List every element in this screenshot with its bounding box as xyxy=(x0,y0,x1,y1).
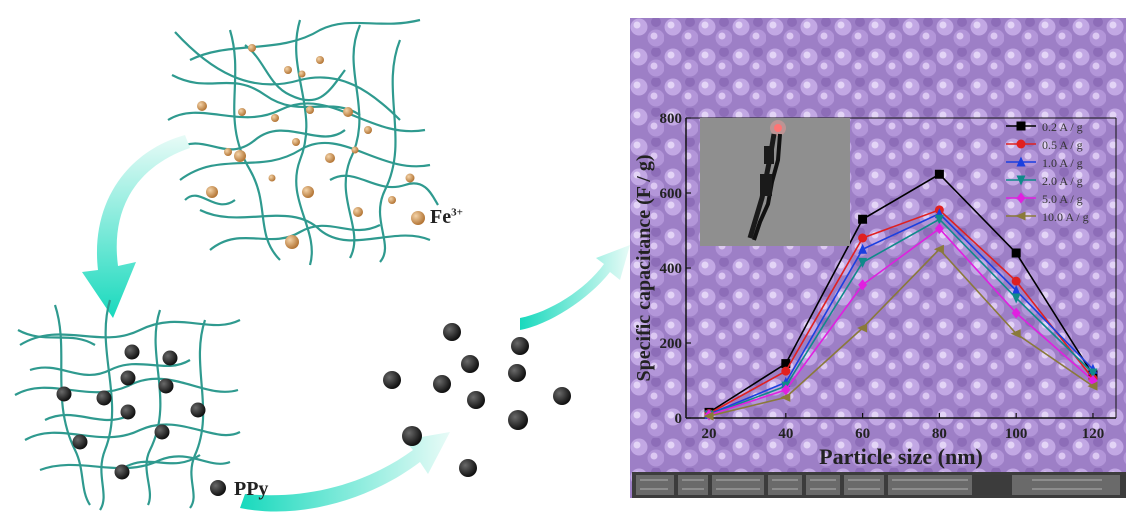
x-tick-label: 120 xyxy=(1082,426,1105,442)
ppy-particles-free xyxy=(383,323,571,477)
series-line xyxy=(708,248,1094,417)
legend-label: 10.0 A / g xyxy=(1042,210,1089,224)
y-tick-label: 200 xyxy=(660,336,683,352)
legend-label: 1.0 A / g xyxy=(1042,156,1083,170)
sem-info-bar-graphic xyxy=(632,472,1126,498)
data-point xyxy=(934,214,944,225)
data-point xyxy=(858,214,868,224)
data-point xyxy=(934,223,944,235)
y-axis-label: Specific capacitance (F / g) xyxy=(633,155,655,382)
series-line xyxy=(708,212,1094,415)
data-point xyxy=(1010,329,1021,339)
data-point xyxy=(858,233,868,243)
ppy-legend-marker xyxy=(210,480,226,496)
x-tick-label: 40 xyxy=(778,426,793,442)
fiber-network-top xyxy=(167,18,439,266)
data-point xyxy=(1088,368,1098,379)
series-line xyxy=(708,218,1094,416)
series-line xyxy=(708,227,1094,416)
data-point xyxy=(1088,375,1098,386)
series-line xyxy=(708,173,1094,414)
device-photo-icon xyxy=(700,118,850,246)
ppy-particles-in-network xyxy=(56,344,206,480)
fiber-network-bottom xyxy=(14,299,241,511)
data-point xyxy=(703,411,714,421)
fe-legend-marker xyxy=(411,211,425,225)
legend-label: 2.0 A / g xyxy=(1042,174,1083,188)
data-point xyxy=(781,359,791,369)
legend-marker xyxy=(1016,139,1026,149)
y-tick-label: 600 xyxy=(660,186,683,202)
sem-info-bar xyxy=(632,472,1126,498)
data-point xyxy=(858,279,868,291)
legend-label: 5.0 A / g xyxy=(1042,192,1083,206)
y-tick-label: 0 xyxy=(675,411,683,427)
data-point xyxy=(858,257,868,268)
legend-marker xyxy=(1016,192,1026,204)
legend-marker xyxy=(1016,121,1026,131)
fe-ion-label: Fe3+ xyxy=(430,206,463,228)
data-point xyxy=(1011,307,1021,319)
data-point xyxy=(933,244,944,254)
data-point xyxy=(857,323,868,333)
data-point xyxy=(1087,381,1098,391)
x-tick-label: 100 xyxy=(1005,426,1028,442)
data-point xyxy=(781,384,791,396)
x-tick-label: 80 xyxy=(932,426,947,442)
y-tick-label: 400 xyxy=(660,261,683,277)
data-point xyxy=(1011,276,1021,286)
x-tick-label: 20 xyxy=(702,426,717,442)
data-point xyxy=(1011,285,1021,295)
device-photo-inset xyxy=(700,118,850,246)
legend-marker xyxy=(1016,175,1026,186)
x-tick-label: 60 xyxy=(855,426,870,442)
series-line xyxy=(708,208,1094,415)
arrow-down xyxy=(82,135,190,318)
data-point xyxy=(858,243,868,254)
legend-marker xyxy=(1015,211,1026,221)
data-point xyxy=(1011,293,1021,304)
fe-ions xyxy=(197,44,415,249)
y-tick-label: 800 xyxy=(660,111,683,127)
data-point xyxy=(934,169,944,179)
x-axis-label: Particle size (nm) xyxy=(819,444,983,469)
legend-label: 0.2 A / g xyxy=(1042,120,1083,134)
legend-marker xyxy=(1016,156,1026,167)
data-point xyxy=(1011,248,1021,258)
legend-label: 0.5 A / g xyxy=(1042,138,1083,152)
data-point xyxy=(780,392,791,402)
arrow-right xyxy=(240,432,450,512)
ppy-label: PPy xyxy=(234,478,269,500)
data-point xyxy=(781,366,791,376)
arrow-up-right xyxy=(520,245,630,330)
capacitance-chart: 0 200 400 600 800 20 40 60 80 100 120 Particle size… xyxy=(633,111,1117,469)
synthesis-schematic xyxy=(14,18,630,512)
sem-chart-panel: 0 200 400 600 800 20 40 60 80 100 120 Particle size… xyxy=(630,18,1126,498)
